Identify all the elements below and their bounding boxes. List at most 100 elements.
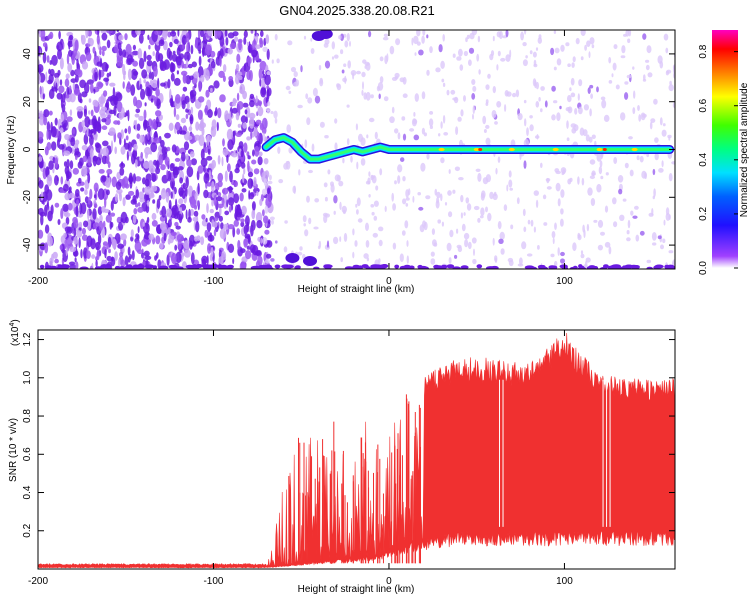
- noise-blob: [580, 30, 586, 36]
- noise-blob: [330, 183, 335, 193]
- noise-blob: [654, 137, 659, 144]
- noise-blob: [128, 150, 132, 157]
- noise-blob: [319, 79, 324, 87]
- noise-blob: [128, 58, 135, 63]
- noise-blob: [589, 159, 596, 165]
- noise-blob: [84, 116, 91, 128]
- noise-blob: [58, 30, 61, 40]
- noise-blob: [219, 35, 225, 47]
- noise-blob: [54, 117, 58, 126]
- noise-blob: [114, 34, 117, 41]
- edge-blob: [137, 264, 145, 268]
- noise-blob: [118, 48, 123, 56]
- noise-blob: [505, 30, 509, 38]
- noise-blob: [605, 172, 609, 176]
- noise-blob: [349, 40, 351, 47]
- noise-blob: [574, 108, 578, 115]
- noise-blob: [659, 60, 664, 69]
- noise-blob: [57, 69, 61, 76]
- noise-blob: [143, 120, 149, 129]
- noise-blob: [478, 69, 481, 75]
- noise-blob: [210, 181, 215, 193]
- noise-blob: [397, 175, 401, 184]
- noise-blob: [253, 168, 260, 175]
- noise-blob: [200, 157, 208, 168]
- noise-blob: [43, 116, 48, 126]
- noise-blob: [117, 42, 122, 50]
- noise-blob: [493, 191, 497, 197]
- noise-blob: [340, 33, 344, 41]
- noise-blob: [572, 56, 576, 63]
- edge-blob: [541, 265, 546, 269]
- noise-blob: [314, 198, 320, 203]
- noise-blob: [344, 75, 347, 84]
- noise-blob: [492, 35, 495, 42]
- noise-blob: [173, 106, 177, 118]
- noise-blob: [168, 50, 173, 61]
- noise-blob: [52, 251, 58, 259]
- noise-blob: [668, 173, 673, 182]
- noise-blob: [457, 116, 462, 122]
- noise-blob: [448, 257, 452, 264]
- noise-blob: [85, 52, 92, 62]
- ridge-hotspot: [596, 147, 603, 152]
- noise-blob: [92, 208, 97, 220]
- noise-blob: [659, 117, 663, 126]
- noise-blob: [109, 82, 116, 87]
- noise-blob: [244, 233, 251, 239]
- noise-blob: [638, 114, 642, 122]
- noise-blob: [47, 34, 52, 39]
- noise-blob: [333, 210, 336, 215]
- noise-blob: [645, 64, 650, 71]
- noise-blob: [106, 168, 113, 175]
- cluster-blob: [302, 256, 317, 266]
- noise-blob: [268, 174, 272, 181]
- noise-blob: [444, 202, 448, 206]
- noise-blob: [248, 192, 255, 200]
- noise-blob: [160, 82, 166, 87]
- noise-blob: [570, 92, 576, 98]
- noise-blob: [491, 110, 497, 118]
- noise-blob: [155, 88, 160, 97]
- noise-blob: [267, 187, 271, 195]
- noise-blob: [89, 148, 94, 160]
- noise-blob: [350, 155, 353, 163]
- noise-blob: [226, 128, 233, 141]
- x-tick-label: -100: [203, 576, 223, 587]
- y-tick-label: 0: [22, 146, 33, 152]
- noise-blob: [59, 57, 64, 70]
- noise-blob: [516, 197, 520, 205]
- noise-blob: [146, 54, 152, 61]
- noise-blob: [227, 243, 235, 253]
- noise-blob: [472, 85, 477, 92]
- noise-blob: [262, 70, 265, 75]
- edge-blob: [551, 265, 558, 269]
- noise-blob: [255, 95, 258, 103]
- noise-blob: [540, 162, 543, 168]
- edge-blob: [175, 266, 184, 269]
- noise-blob: [210, 60, 216, 69]
- noise-blob: [456, 56, 462, 61]
- y-tick-label: 0.2: [22, 523, 33, 537]
- noise-blob: [144, 134, 148, 146]
- noise-blob: [144, 178, 150, 187]
- noise-blob: [567, 106, 573, 114]
- noise-blob: [116, 120, 121, 126]
- noise-blob: [612, 197, 617, 205]
- noise-blob: [509, 49, 512, 58]
- edge-blob: [588, 265, 596, 269]
- noise-blob: [496, 31, 502, 38]
- noise-blob: [392, 203, 396, 211]
- edge-blob: [365, 266, 371, 269]
- noise-blob: [200, 75, 205, 83]
- noise-blob: [551, 231, 556, 239]
- noise-blob: [78, 177, 82, 184]
- noise-blob: [118, 192, 122, 197]
- noise-blob: [312, 87, 318, 97]
- noise-blob: [255, 44, 261, 49]
- noise-blob: [456, 228, 459, 234]
- noise-blob: [600, 231, 605, 236]
- noise-blob: [589, 84, 594, 89]
- noise-blob: [47, 79, 53, 85]
